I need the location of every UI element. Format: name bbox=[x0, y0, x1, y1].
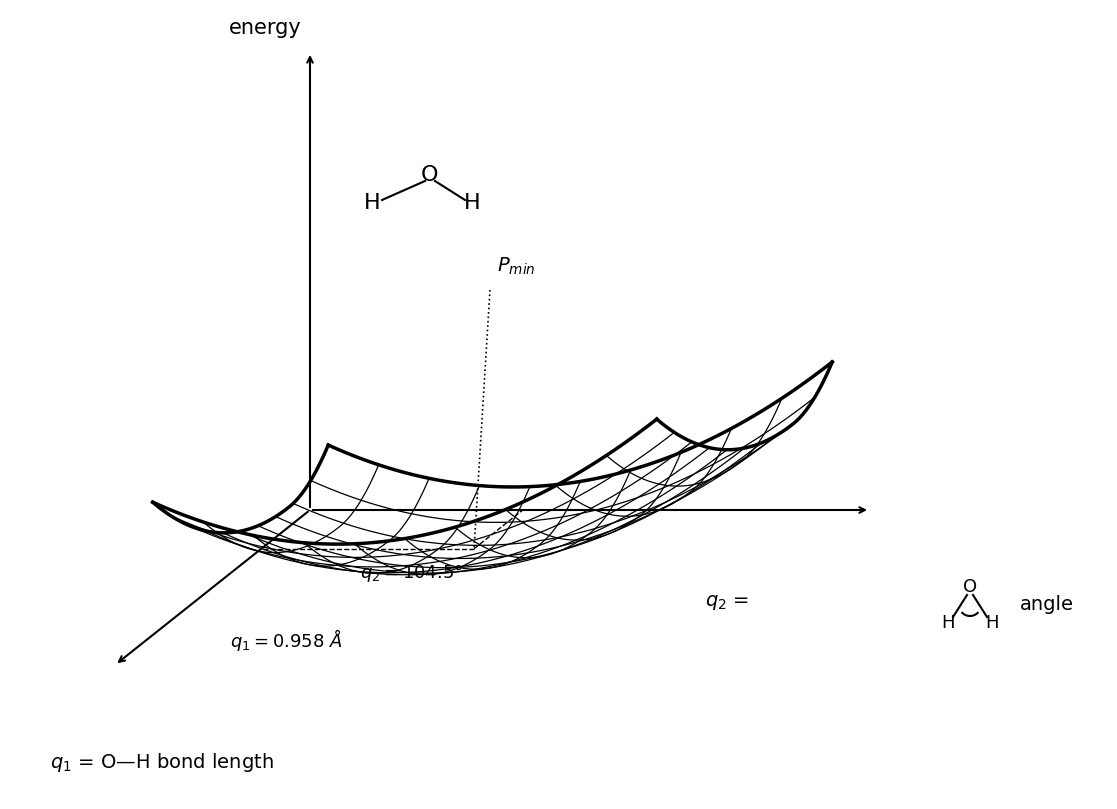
Text: H: H bbox=[364, 193, 380, 213]
Text: O: O bbox=[421, 165, 439, 185]
Text: angle: angle bbox=[1020, 595, 1075, 615]
Text: O: O bbox=[963, 578, 977, 596]
Text: $q_2$ =: $q_2$ = bbox=[705, 592, 750, 612]
Text: $q_2 = 104.5°$: $q_2 = 104.5°$ bbox=[360, 562, 462, 584]
Text: energy: energy bbox=[229, 18, 302, 38]
Text: H: H bbox=[942, 614, 955, 632]
Text: $P_{min}$: $P_{min}$ bbox=[497, 256, 535, 277]
Text: H: H bbox=[985, 614, 999, 632]
Text: $q_1 = 0.958$ Å: $q_1 = 0.958$ Å bbox=[230, 627, 343, 653]
Text: H: H bbox=[464, 193, 480, 213]
Text: $q_1$ = O—H bond length: $q_1$ = O—H bond length bbox=[50, 751, 274, 773]
